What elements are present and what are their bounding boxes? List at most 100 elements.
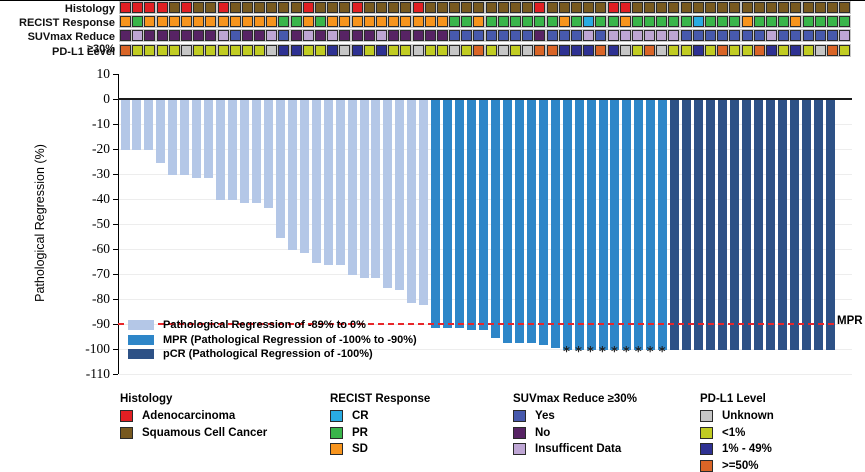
legend-group-title: PD-L1 Level bbox=[700, 393, 766, 405]
y-tick-mark bbox=[113, 173, 118, 175]
track-cell bbox=[838, 1, 852, 14]
track-cell bbox=[509, 15, 522, 29]
track-cell bbox=[557, 15, 571, 29]
track-cell bbox=[521, 43, 535, 57]
track-cell bbox=[179, 15, 193, 29]
asterisk: * bbox=[587, 345, 594, 360]
track-cell bbox=[167, 1, 181, 14]
track-cell bbox=[838, 15, 852, 29]
track-cell bbox=[265, 43, 279, 57]
track-cell bbox=[752, 15, 766, 29]
track-cell bbox=[204, 29, 218, 43]
y-tick-label: -70 bbox=[92, 266, 110, 281]
track-cell bbox=[764, 15, 778, 29]
y-tick-mark bbox=[113, 273, 118, 275]
y-tick-mark bbox=[113, 223, 118, 225]
track-cell bbox=[472, 15, 486, 29]
legend-item: PR bbox=[330, 426, 430, 439]
bar bbox=[634, 100, 644, 350]
bar bbox=[419, 100, 429, 305]
track-cell bbox=[716, 1, 730, 14]
y-axis-title: Pathological Regression (%) bbox=[33, 144, 47, 302]
legend-item-swatch bbox=[700, 410, 713, 422]
legend-item-label: Insufficent Data bbox=[535, 443, 622, 455]
y-tick-mark bbox=[113, 73, 118, 75]
track-cell bbox=[789, 29, 803, 43]
asterisk: * bbox=[599, 345, 606, 360]
track-cell bbox=[362, 15, 376, 29]
track-cell bbox=[399, 1, 413, 14]
track-cell bbox=[119, 1, 132, 14]
bar bbox=[443, 100, 453, 328]
track-cell bbox=[399, 43, 413, 57]
track-cell bbox=[789, 43, 803, 57]
legend-swatch bbox=[128, 334, 154, 345]
y-tick-label: -90 bbox=[92, 316, 110, 331]
legend-item-label: Yes bbox=[535, 410, 555, 422]
track-cell bbox=[655, 43, 669, 57]
bar bbox=[299, 100, 309, 253]
track-cell bbox=[667, 1, 681, 14]
track-cell bbox=[764, 1, 778, 14]
track-cell bbox=[594, 15, 608, 29]
legend-swatch bbox=[128, 349, 154, 359]
track-cell bbox=[289, 29, 303, 43]
track-cell bbox=[301, 29, 315, 43]
track-cell bbox=[301, 15, 315, 29]
track-cell bbox=[338, 15, 352, 29]
legend-group-4: PD-L1 Level Unknown <1% 1% - 49% >=50% bbox=[700, 393, 774, 472]
legend-item: 1% - 49% bbox=[700, 443, 774, 455]
track-cell bbox=[545, 29, 559, 43]
legend-item-swatch bbox=[330, 426, 343, 439]
track-cell bbox=[618, 29, 632, 43]
bar bbox=[192, 100, 202, 178]
gridline bbox=[119, 349, 852, 350]
bar bbox=[132, 100, 142, 150]
gridline bbox=[119, 374, 852, 375]
track-cell bbox=[374, 1, 388, 14]
y-tick-mark bbox=[113, 348, 118, 350]
track-cell bbox=[838, 43, 852, 57]
y-tick-label: 0 bbox=[103, 91, 110, 106]
track-cell bbox=[460, 43, 474, 57]
legend-label: pCR (Pathological Regression of -100%) bbox=[163, 348, 373, 360]
track-cell bbox=[813, 15, 827, 29]
bar bbox=[455, 100, 465, 328]
track-cell bbox=[301, 1, 315, 14]
legend-group-3: SUVmax Reduce ≥30% Yes No Insufficent Data bbox=[513, 393, 637, 460]
legend-item-swatch bbox=[700, 443, 713, 455]
track-cell bbox=[253, 15, 267, 29]
track-cell bbox=[472, 29, 486, 43]
legend-item-swatch bbox=[700, 459, 713, 472]
bar bbox=[741, 100, 751, 350]
track-cell bbox=[667, 15, 681, 29]
track-cell bbox=[119, 29, 132, 43]
bar bbox=[228, 100, 238, 200]
y-tick-label: -30 bbox=[92, 166, 110, 181]
track-cell bbox=[350, 29, 364, 43]
track-cell bbox=[460, 15, 474, 29]
y-tick-label: -100 bbox=[85, 341, 110, 356]
track-cell bbox=[131, 29, 145, 43]
y-tick-mark bbox=[113, 323, 118, 325]
track-cell bbox=[411, 29, 425, 43]
bar bbox=[694, 100, 704, 350]
bar bbox=[801, 100, 811, 350]
track-cell bbox=[643, 1, 657, 14]
legend-item: <1% bbox=[700, 426, 774, 439]
track-cell bbox=[618, 43, 632, 57]
track-label: RECIST Response bbox=[19, 17, 115, 30]
legend-row: Pathological Regression of -89% to 0% bbox=[128, 318, 417, 332]
track-cell bbox=[277, 43, 291, 57]
track-cell bbox=[240, 43, 254, 57]
bar bbox=[251, 100, 261, 203]
track-cell bbox=[777, 15, 791, 29]
bar bbox=[586, 100, 596, 350]
bar bbox=[216, 100, 226, 200]
track-cell bbox=[119, 43, 132, 57]
track-cell bbox=[155, 15, 169, 29]
track-cell bbox=[338, 29, 352, 43]
track-cell bbox=[216, 29, 230, 43]
track-cell bbox=[289, 43, 303, 57]
track-cell bbox=[350, 43, 364, 57]
